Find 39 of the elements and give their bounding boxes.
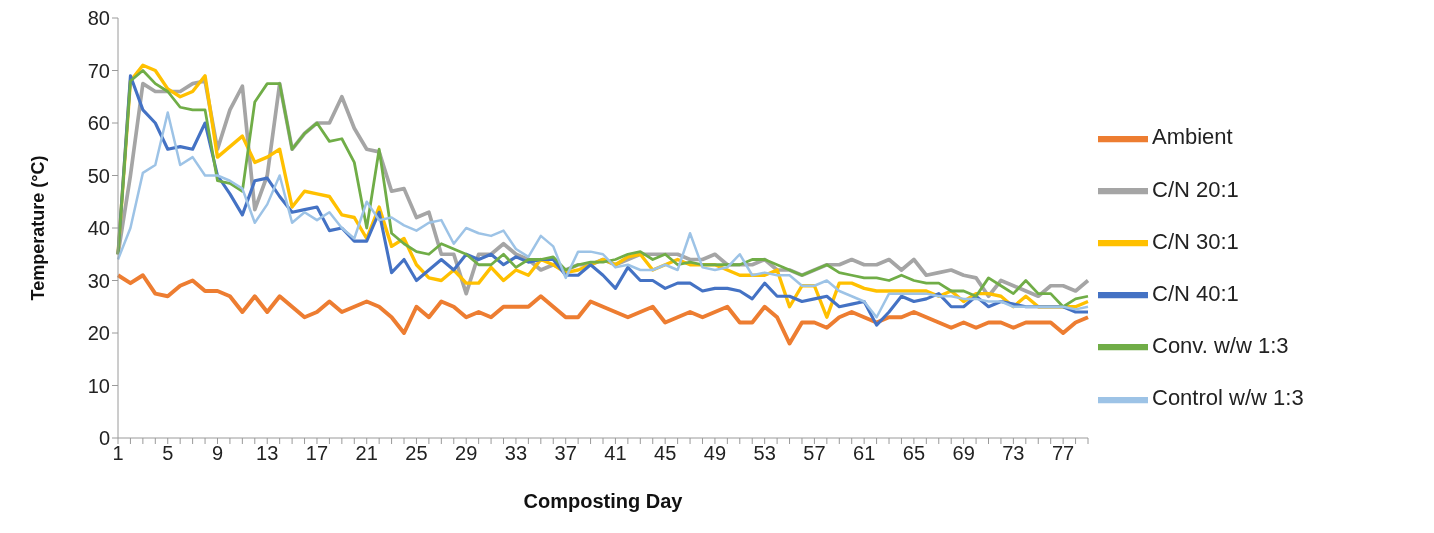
- y-tick-label: 40: [87, 217, 110, 240]
- x-tick-label: 37: [554, 442, 577, 465]
- x-tick-label: 25: [405, 442, 428, 465]
- y-tick-label: 20: [87, 322, 110, 345]
- x-tick-label: 57: [803, 442, 826, 465]
- x-tick-label: 9: [211, 442, 224, 465]
- y-axis-title: Temperature (°C): [28, 155, 49, 301]
- x-tick-label: 21: [355, 442, 378, 465]
- y-tick-label: 50: [87, 164, 110, 187]
- x-tick-label: 61: [853, 442, 876, 465]
- x-axis-title: Composting Day: [523, 490, 684, 512]
- y-tick-label: 70: [87, 59, 110, 82]
- x-tick-label: 49: [703, 442, 727, 465]
- x-tick-label: 53: [753, 442, 776, 465]
- legend-label: C/N 30:1: [1152, 228, 1239, 254]
- x-tick-label: 77: [1052, 442, 1075, 465]
- y-tick-label: 30: [87, 269, 110, 292]
- line-series: [116, 111, 1090, 319]
- legend-label: C/N 40:1: [1152, 281, 1239, 306]
- y-tick-label: 10: [87, 374, 110, 397]
- x-tick-label: 5: [162, 442, 174, 465]
- x-tick-label: 13: [256, 442, 279, 465]
- x-tick-label: 73: [1002, 442, 1025, 465]
- x-tick-label: 69: [952, 442, 975, 465]
- x-tick-label: 1: [112, 442, 124, 465]
- x-tick-label: 41: [604, 442, 627, 465]
- x-tick-label: 65: [902, 442, 926, 465]
- x-tick-label: 17: [305, 442, 329, 465]
- x-tick-label: 45: [654, 442, 677, 465]
- legend-label: Conv. w/w 1:3: [1152, 333, 1289, 359]
- y-tick-label: 80: [87, 7, 110, 30]
- y-tick-label: 60: [87, 112, 110, 135]
- x-tick-label: 29: [455, 442, 478, 465]
- legend-label: Control w/w 1:3: [1152, 385, 1304, 411]
- x-tick-label: 33: [504, 442, 528, 465]
- legend-label: Ambient: [1152, 124, 1233, 150]
- legend-label: C/N 20:1: [1152, 176, 1239, 202]
- line-series: [116, 273, 1090, 346]
- y-tick-label: 0: [98, 427, 110, 450]
